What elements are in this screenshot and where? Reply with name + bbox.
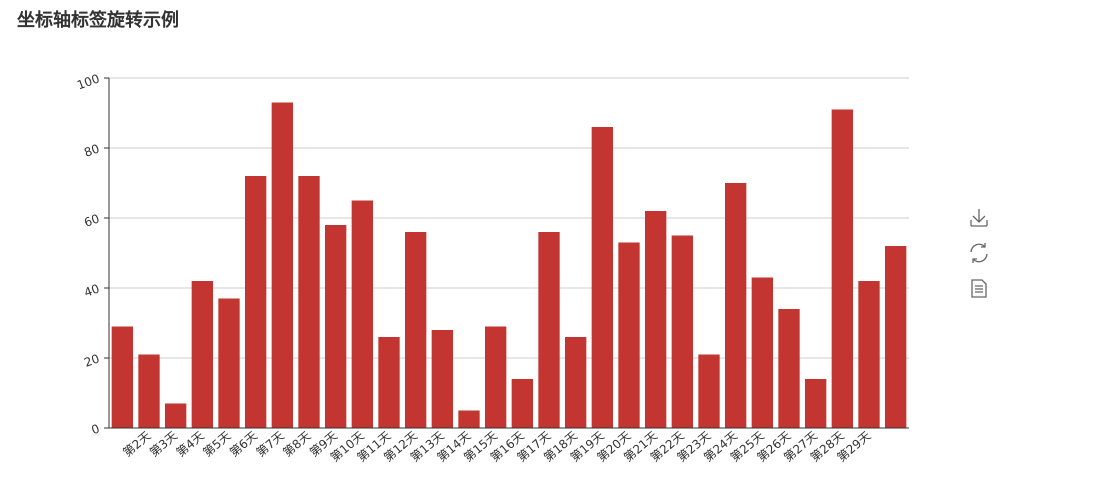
y-tick-label: 60 <box>82 211 101 229</box>
bar <box>778 309 800 428</box>
bar <box>698 354 720 428</box>
y-tick-label: 100 <box>75 71 101 92</box>
y-tick-label: 20 <box>82 351 101 369</box>
bar <box>805 379 827 428</box>
bar <box>111 326 133 428</box>
bar <box>751 277 773 428</box>
bar <box>618 242 640 428</box>
restore-icon[interactable] <box>970 243 988 263</box>
x-tick-label: 第4天 <box>174 429 207 460</box>
x-tick-label: 第6天 <box>227 429 260 460</box>
bar <box>165 403 187 428</box>
bar <box>645 211 667 428</box>
x-tick-label: 第8天 <box>280 429 313 460</box>
bar <box>885 246 907 428</box>
bar <box>191 281 213 428</box>
bar <box>351 200 373 428</box>
bar <box>565 337 587 428</box>
bar <box>378 337 400 428</box>
bar <box>591 127 613 428</box>
bar <box>671 235 693 428</box>
bar <box>431 330 453 428</box>
bar <box>458 410 480 428</box>
bar <box>325 225 347 428</box>
bar <box>725 183 747 428</box>
data-view-icon[interactable] <box>971 279 987 298</box>
bar <box>218 298 240 428</box>
bar <box>245 176 267 428</box>
bar <box>405 232 427 428</box>
toolbox <box>970 209 988 298</box>
x-tick-label: 第5天 <box>200 429 233 460</box>
save-icon[interactable] <box>970 209 988 227</box>
bar <box>485 326 507 428</box>
x-tick-label: 第7天 <box>254 429 287 460</box>
bar <box>511 379 533 428</box>
x-tick-label: 第3天 <box>147 429 180 460</box>
y-tick-label: 40 <box>82 281 101 299</box>
bar <box>538 232 560 428</box>
chart-title: 坐标轴标签旋转示例 <box>17 9 179 31</box>
x-tick-label: 第2天 <box>120 429 153 460</box>
bar <box>831 109 853 428</box>
bar <box>858 281 880 428</box>
bar <box>298 176 320 428</box>
bar <box>271 102 293 428</box>
y-tick-label: 0 <box>89 421 101 437</box>
bar <box>138 354 160 428</box>
y-tick-label: 80 <box>82 141 101 159</box>
